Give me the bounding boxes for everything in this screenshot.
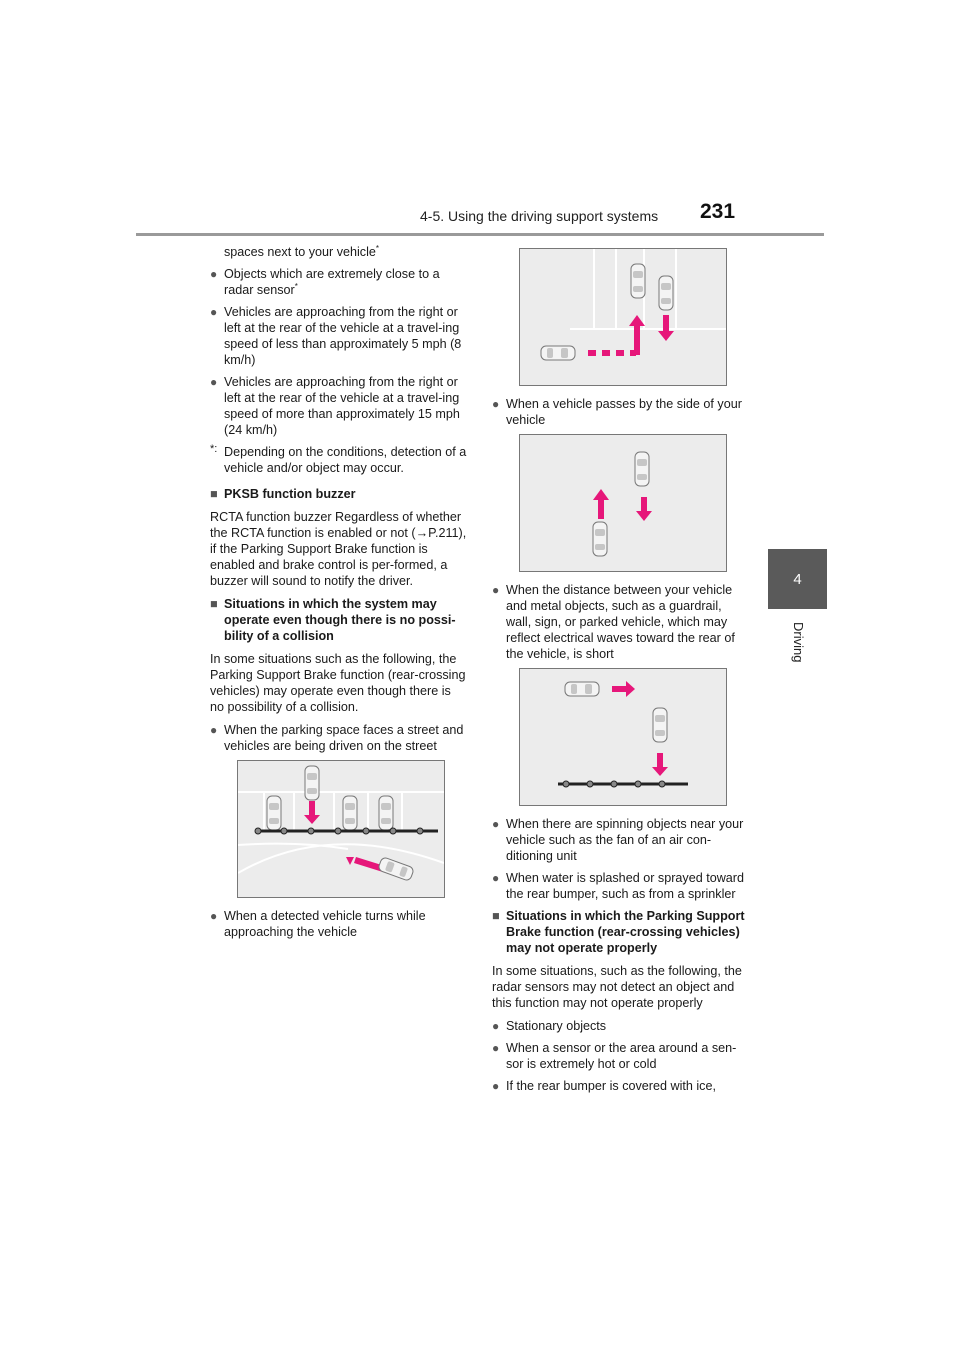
continuation-text: spaces next to your vehicle* — [224, 243, 380, 259]
illustration-passing-vehicle — [519, 434, 727, 572]
bullet-icon: ● — [492, 1041, 500, 1055]
list-item: ● Vehicles are approaching from the right… — [210, 375, 460, 437]
list-item: ● Stationary objects — [492, 1019, 607, 1033]
list-item: ● When the distance between your vehicle … — [492, 583, 735, 661]
paragraph: In some situations such as the following… — [210, 652, 466, 714]
square-icon: ■ — [210, 487, 218, 501]
paragraph: RCTA function buzzer Regardless of wheth… — [210, 510, 467, 588]
illustration-guardrail — [519, 668, 727, 806]
list-item: ● If the rear bumper is covered with ice, — [492, 1079, 716, 1093]
paragraph: In some situations, such as the followin… — [492, 964, 742, 1010]
bullet-icon: ● — [492, 817, 500, 831]
bullet-icon: ● — [210, 267, 218, 281]
list-item: ● When the parking space faces a street a… — [210, 723, 464, 753]
list-item: ● When a detected vehicle turns while app… — [210, 909, 426, 939]
section-heading: ■ PKSB function buzzer — [210, 487, 356, 501]
section-heading: ■ Situations in which the system may oper… — [210, 597, 456, 643]
list-item: ● When water is splashed or sprayed towar… — [492, 871, 744, 901]
square-icon: ■ — [210, 597, 218, 611]
list-item: ● When a sensor or the area around a sen-… — [492, 1041, 737, 1071]
list-item: ● Vehicles are approaching from the right… — [210, 305, 462, 367]
list-item: ● Objects which are extremely close to a … — [210, 267, 440, 297]
section-heading: ■ Situations in which the Parking Support… — [492, 909, 745, 955]
chapter-label: Driving — [791, 622, 806, 663]
bullet-icon: ● — [210, 305, 218, 319]
list-item: ● When there are spinning objects near yo… — [492, 817, 744, 863]
footnote: *: Depending on the conditions, detection… — [210, 443, 467, 475]
bullet-icon: ● — [210, 723, 218, 737]
bullet-icon: ● — [210, 909, 218, 923]
list-item: ● When a vehicle passes by the side of yo… — [492, 397, 742, 427]
left-column: spaces next to your vehicle* ● Objects wh… — [210, 244, 468, 946]
bullet-icon: ● — [492, 1079, 500, 1093]
header-rule — [136, 233, 824, 236]
page-number: 231 — [700, 200, 736, 223]
chapter-tab[interactable]: 4 — [768, 549, 827, 609]
section-title: 4-5. Using the driving support systems — [420, 208, 659, 224]
right-column: ● When a vehicle passes by the side of yo… — [492, 244, 750, 1100]
illustration-street-parking — [237, 760, 445, 898]
bullet-icon: ● — [210, 375, 218, 389]
bullet-icon: ● — [492, 1019, 500, 1033]
bullet-icon: ● — [492, 583, 500, 597]
square-icon: ■ — [492, 909, 500, 923]
bullet-icon: ● — [492, 397, 500, 411]
illustration-turning-vehicle — [519, 248, 727, 386]
bullet-icon: ● — [492, 871, 500, 885]
